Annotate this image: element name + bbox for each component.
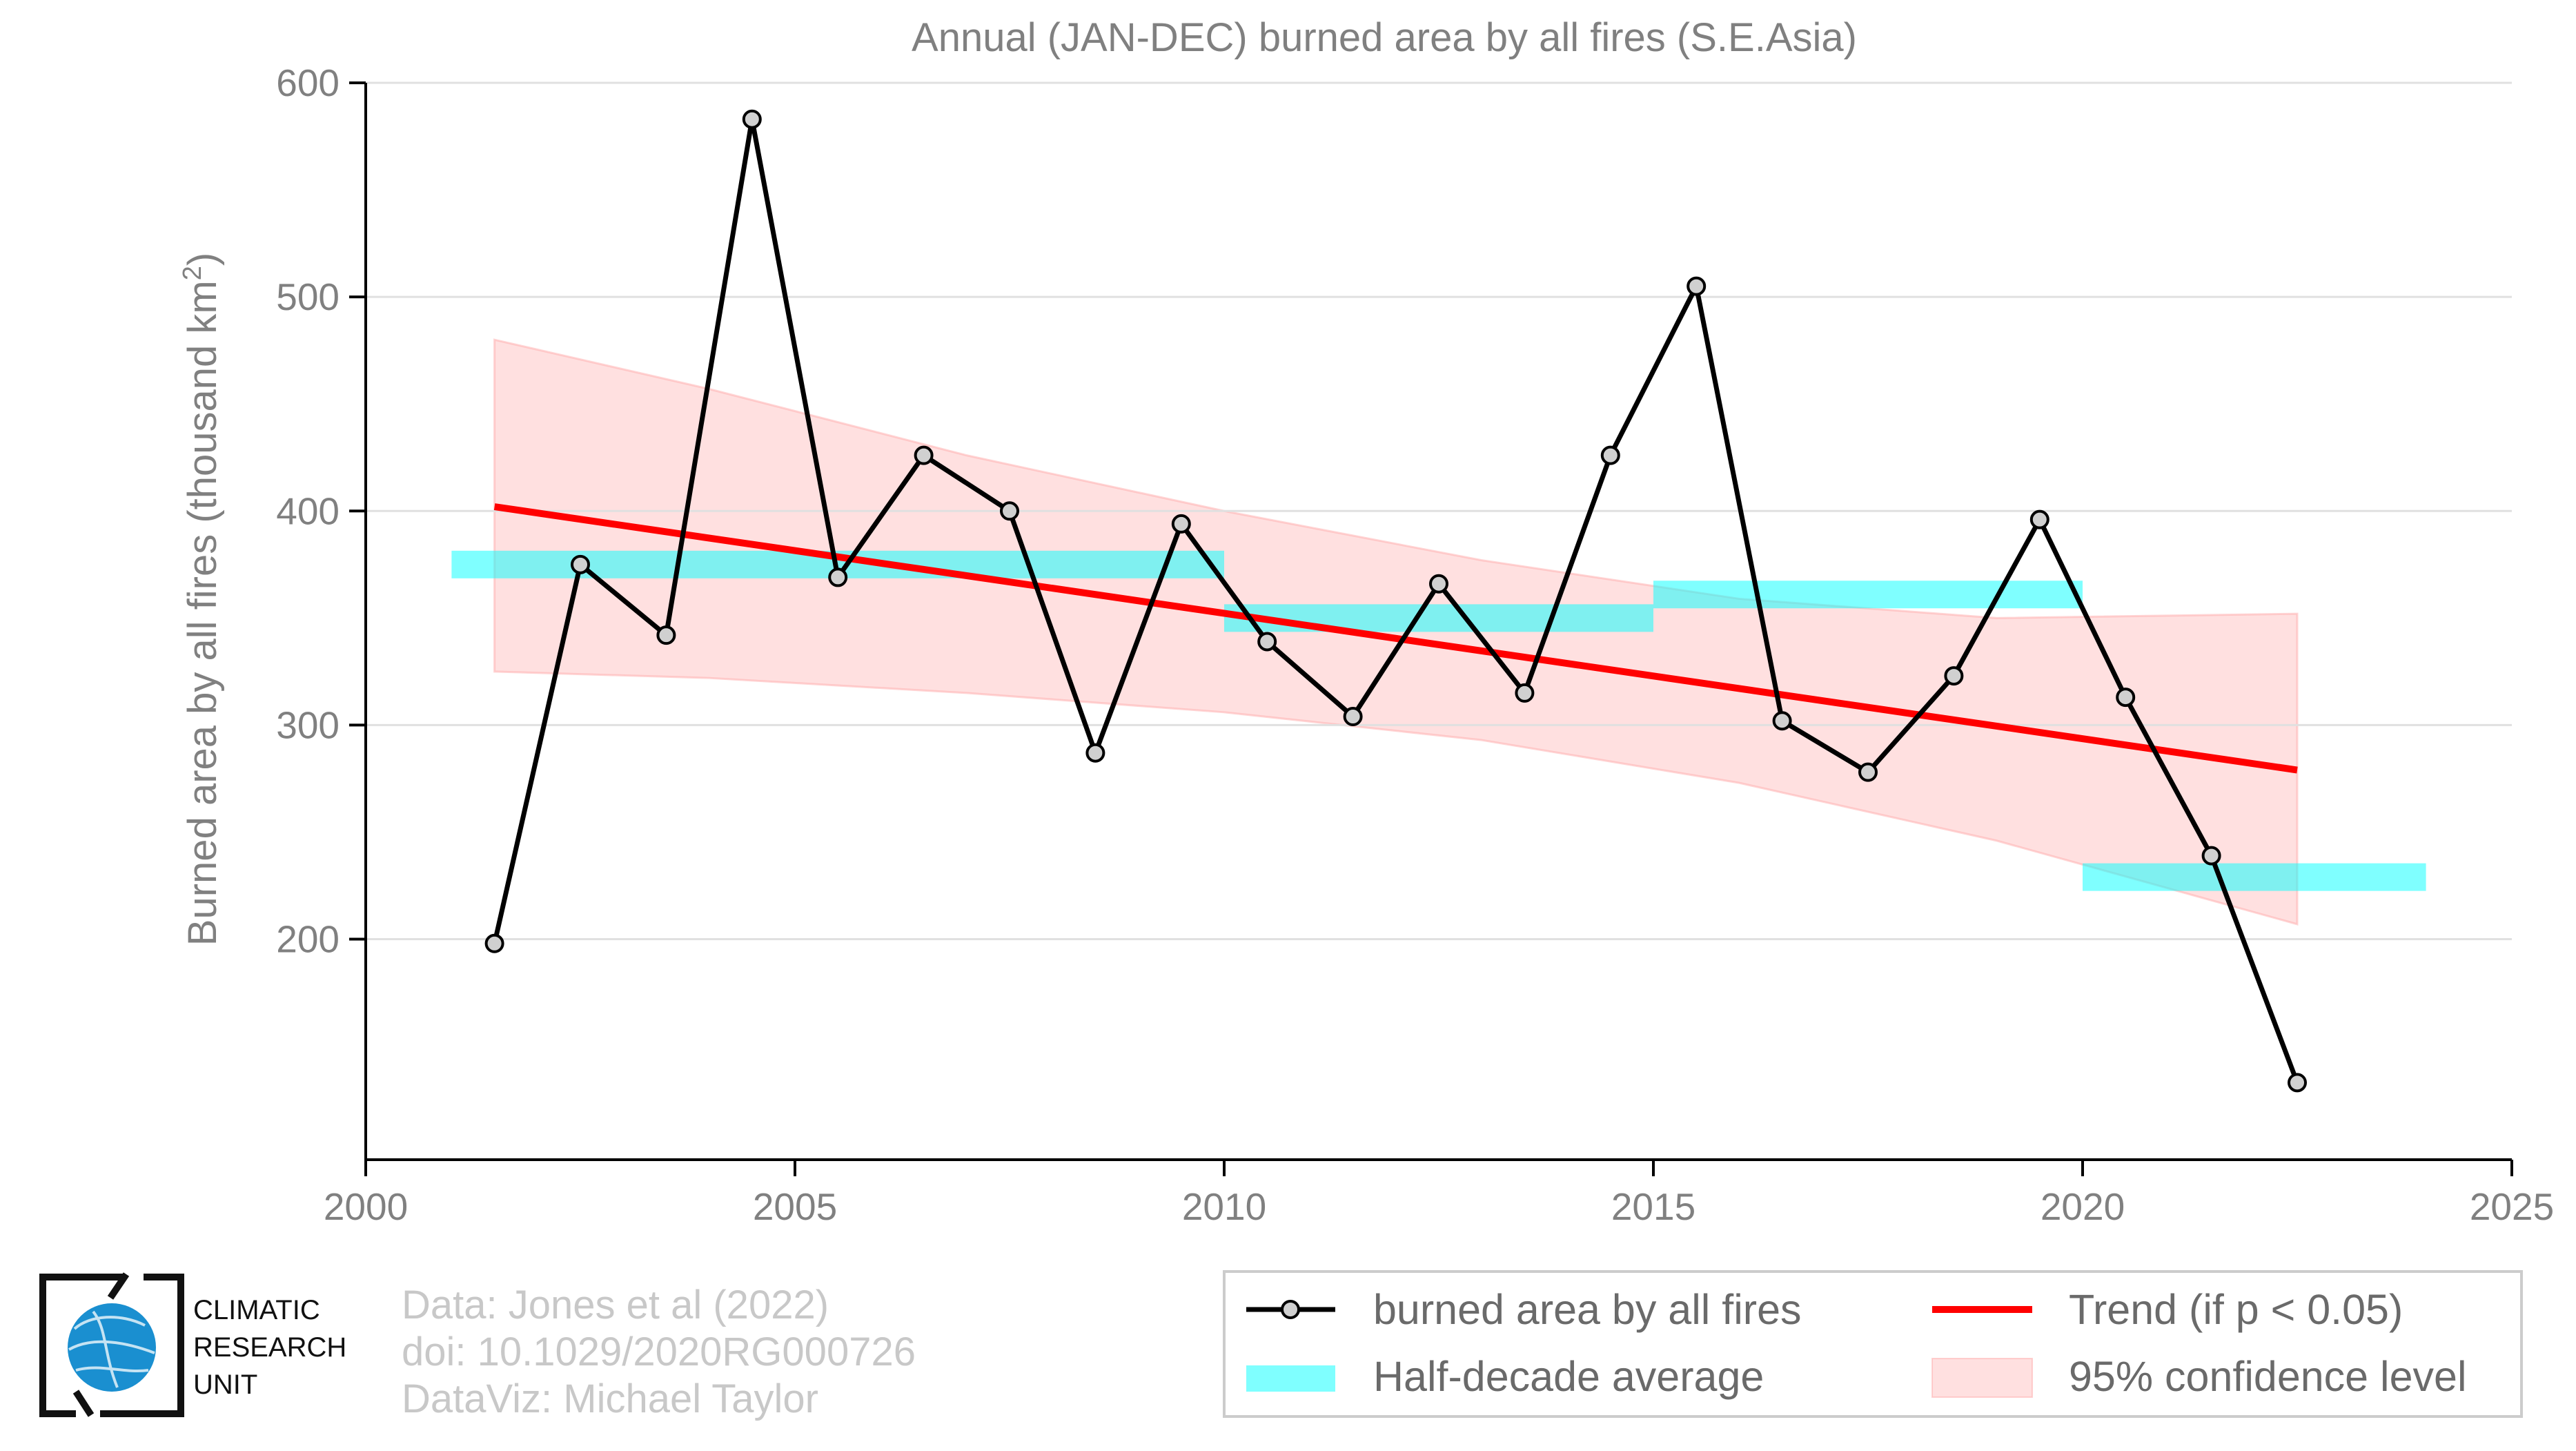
data-point-2002.5 <box>571 554 590 574</box>
confidence-band-layer <box>493 338 2299 926</box>
data-point-2008.5 <box>1085 743 1105 763</box>
data-point-2021.5 <box>2201 846 2221 866</box>
data-point-2007.5 <box>1000 501 1019 521</box>
axis-layer: 200 300 400 500 600 2000 2005 2010 2015 2020 2025 <box>276 61 2554 1228</box>
logo-bracket-left <box>39 1274 124 1417</box>
y-tick-label-200: 200 <box>276 918 340 961</box>
half-decade-bar-3 <box>1653 581 2083 609</box>
legend-half-decade-swatch <box>1246 1365 1335 1392</box>
x-tick-label-2015: 2015 <box>1611 1185 1695 1228</box>
half-decade-bar-1 <box>795 550 1224 578</box>
x-tick-label-2000: 2000 <box>324 1185 408 1228</box>
legend-half-decade-label: Half-decade average <box>1373 1353 1764 1400</box>
data-point-2009.5 <box>1171 514 1191 534</box>
y-axis-label-close: ) <box>180 253 225 266</box>
data-point-2003.5 <box>656 625 676 645</box>
logo-text-unit: UNIT <box>193 1370 258 1400</box>
y-tick-label-300: 300 <box>276 703 340 746</box>
logo-slash-bottom <box>72 1390 95 1417</box>
half-decade-layer <box>451 550 2426 891</box>
credit-data-source: Data: Jones et al (2022) <box>402 1283 829 1327</box>
data-point-2004.5 <box>742 109 762 129</box>
trend-line <box>493 503 2298 774</box>
x-tick-label-2010: 2010 <box>1182 1185 1266 1228</box>
half-decade-bar-4 <box>2083 863 2426 891</box>
data-point-2011.5 <box>1343 707 1363 727</box>
y-tick-label-500: 500 <box>276 275 340 318</box>
data-point-2018.5 <box>1944 666 1964 686</box>
data-point-2020.5 <box>2116 688 2136 708</box>
chart-title: Annual (JAN-DEC) burned area by all fire… <box>912 15 1857 60</box>
globe-logo-icon <box>39 1272 184 1417</box>
legend: burned area by all fires Trend (if p < 0… <box>1223 1270 2523 1418</box>
data-point-2017.5 <box>1858 762 1878 782</box>
logo-globe-swirl <box>68 1310 155 1388</box>
y-tick-label-600: 600 <box>276 61 340 104</box>
data-point-2013.5 <box>1515 683 1535 703</box>
data-point-2016.5 <box>1772 711 1792 731</box>
x-tick-label-2025: 2025 <box>2470 1185 2554 1228</box>
data-point-2014.5 <box>1600 445 1620 465</box>
legend-series-label: burned area by all fires <box>1373 1286 1802 1333</box>
y-axis-label: Burned area by all fires (thousand km2) <box>178 253 225 946</box>
data-point-2022.5 <box>2288 1073 2307 1093</box>
credit-dataviz: DataViz: Michael Taylor <box>402 1376 818 1421</box>
x-tick-label-2005: 2005 <box>753 1185 837 1228</box>
legend-confidence-swatch <box>1931 1358 2033 1398</box>
confidence-band <box>493 338 2299 926</box>
series-layer <box>484 109 2307 1093</box>
data-point-2005.5 <box>828 567 848 587</box>
credit-doi: doi: 10.1029/2020RG000726 <box>402 1330 916 1374</box>
x-tick-label-2020: 2020 <box>2041 1185 2125 1228</box>
y-tick-label-400: 400 <box>276 489 340 532</box>
legend-frame <box>1223 1270 2523 1418</box>
legend-trend-label: Trend (if p < 0.05) <box>2069 1286 2403 1333</box>
logo-slash-top <box>107 1272 130 1300</box>
y-axis-label-superscript: 2 <box>178 266 207 280</box>
series-line <box>492 117 2300 1084</box>
logo-text-climatic: CLIMATIC <box>193 1295 320 1325</box>
logo-bracket-right <box>100 1274 184 1417</box>
data-point-2006.5 <box>914 445 934 465</box>
logo-text-research: RESEARCH <box>193 1332 347 1363</box>
half-decade-bar-2 <box>1224 604 1653 632</box>
data-point-2012.5 <box>1429 574 1448 594</box>
y-axis-label-main: Burned area by all fires (thousand km <box>180 280 225 946</box>
data-point-2019.5 <box>2029 509 2049 529</box>
data-point-2001.5 <box>484 933 504 953</box>
data-point-2010.5 <box>1257 632 1277 652</box>
half-decade-bar-0 <box>451 550 795 578</box>
legend-series-marker <box>1281 1300 1300 1319</box>
trend-layer <box>493 503 2298 774</box>
legend-confidence-label: 95% confidence level <box>2069 1353 2467 1400</box>
data-point-2015.5 <box>1687 276 1707 296</box>
